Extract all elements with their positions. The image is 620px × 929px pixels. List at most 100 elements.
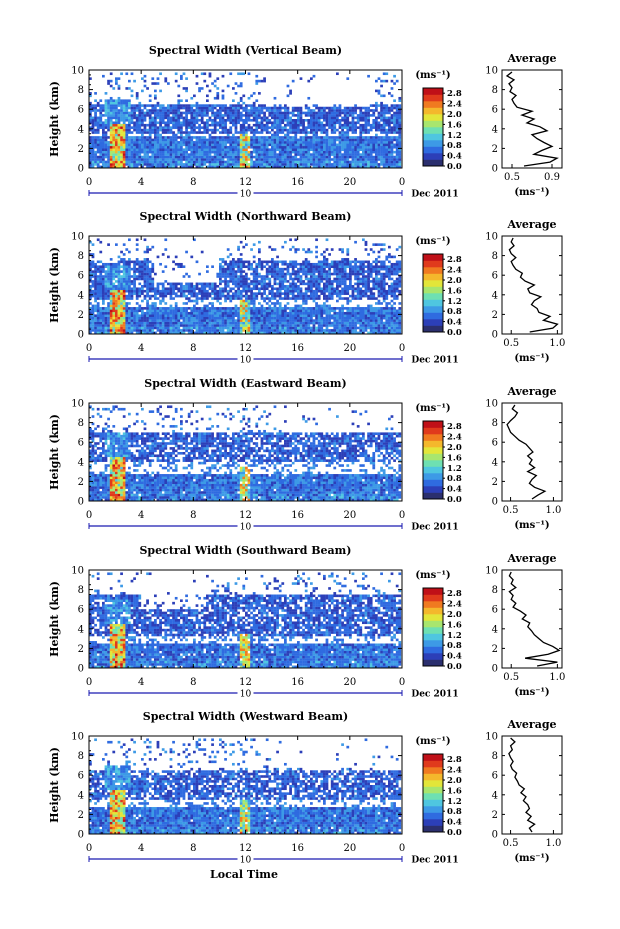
heatmap-cell [125, 265, 129, 268]
heatmap-cell [133, 311, 136, 315]
heatmap-cell [328, 163, 331, 166]
heatmap-cell [133, 143, 136, 147]
heatmap-cell [135, 275, 139, 278]
heatmap-cell [250, 138, 253, 142]
heatmap-cell [172, 145, 175, 149]
heatmap-cell [219, 302, 222, 305]
heatmap-cell [161, 329, 165, 332]
heatmap-cell [284, 148, 287, 151]
heatmap-cell [159, 331, 162, 335]
heatmap-cell [390, 138, 394, 142]
heatmap-cell [135, 92, 139, 95]
heatmap-cell [213, 150, 217, 154]
heatmap-cell [385, 145, 389, 149]
heatmap-cell [258, 155, 261, 159]
heatmap-cell [278, 116, 282, 120]
heatmap-cell [346, 111, 350, 115]
heatmap-cell [94, 138, 97, 142]
heatmap-cell [125, 111, 129, 115]
heatmap-cell [278, 160, 282, 164]
heatmap-cell [369, 138, 373, 142]
heatmap-cell [193, 316, 196, 320]
heatmap-cell [239, 289, 243, 293]
heatmap-cell [271, 121, 274, 125]
heatmap-cell [258, 145, 261, 149]
heatmap-cell [102, 302, 105, 305]
heatmap-cell [372, 155, 376, 159]
heatmap-cell [395, 119, 399, 122]
heatmap-cell [104, 126, 108, 129]
heatmap-cell [141, 324, 144, 327]
heatmap-cell [286, 121, 290, 125]
heatmap-cell [341, 160, 344, 164]
heatmap-cell [247, 267, 251, 271]
heatmap-cell [271, 145, 274, 149]
heatmap-cell [154, 104, 157, 107]
heatmap-cell [234, 143, 238, 147]
heatmap-cell [291, 145, 295, 149]
heatmap-cell [99, 309, 103, 313]
heatmap-cell [187, 109, 191, 112]
heatmap-cell [203, 106, 207, 110]
heatmap-cell [289, 329, 292, 332]
heatmap-cell [99, 319, 103, 322]
heatmap-cell [271, 141, 274, 144]
heatmap-cell [182, 329, 186, 332]
heatmap-cell [268, 114, 272, 117]
heatmap-cell [284, 331, 287, 335]
heatmap-cell [216, 121, 220, 125]
heatmap-cell [226, 155, 230, 159]
heatmap-cell [122, 285, 126, 288]
heatmap-cell [151, 155, 155, 159]
heatmap-cell [372, 104, 376, 107]
heatmap-cell [315, 111, 318, 115]
heatmap-cell [323, 150, 326, 154]
heatmap-cell [237, 326, 240, 330]
heatmap-cell [252, 285, 256, 288]
heatmap-cell [135, 160, 139, 164]
heatmap-cell [208, 119, 212, 122]
heatmap-cell [128, 104, 131, 107]
heatmap-cell [265, 109, 269, 112]
heatmap-cell [182, 150, 186, 154]
heatmap-cell [273, 104, 277, 107]
heatmap-cell [198, 131, 201, 134]
heatmap-cell [299, 109, 303, 112]
heatmap-cell [148, 277, 152, 281]
heatmap-cell [263, 277, 266, 281]
heatmap-cell [271, 114, 274, 117]
heatmap-cell [320, 116, 324, 120]
heatmap-cell [122, 319, 126, 322]
heatmap-cell [239, 119, 243, 122]
heatmap-cell [148, 158, 152, 161]
heatmap-cell [245, 314, 248, 317]
heatmap-cell [234, 285, 238, 288]
heatmap-cell [268, 316, 272, 320]
heatmap-cell [148, 126, 152, 129]
heatmap-cell [104, 280, 108, 283]
heatmap-cell [323, 160, 326, 164]
heatmap-cell [167, 123, 170, 127]
heatmap-cell [190, 316, 194, 320]
heatmap-cell [167, 126, 170, 129]
heatmap-cell [294, 153, 298, 156]
heatmap-cell [250, 267, 253, 271]
heatmap-cell [252, 114, 256, 117]
heatmap-cell [102, 163, 105, 166]
heatmap-cell [141, 331, 144, 335]
heatmap-cell [117, 311, 121, 315]
heatmap-cell [133, 104, 136, 107]
heatmap-cell [185, 141, 188, 144]
heatmap-cell [122, 111, 126, 115]
heatmap-cell [385, 111, 389, 115]
heatmap-cell [234, 138, 238, 142]
heatmap-cell [369, 128, 373, 132]
heatmap-cell [112, 109, 116, 112]
heatmap-cell [138, 260, 142, 264]
heatmap-cell [172, 131, 175, 134]
heatmap-cell [364, 143, 368, 147]
heatmap-cell [143, 262, 147, 266]
heatmap-cell [276, 307, 279, 310]
heatmap-cell [351, 121, 355, 125]
heatmap-cell [354, 106, 357, 110]
